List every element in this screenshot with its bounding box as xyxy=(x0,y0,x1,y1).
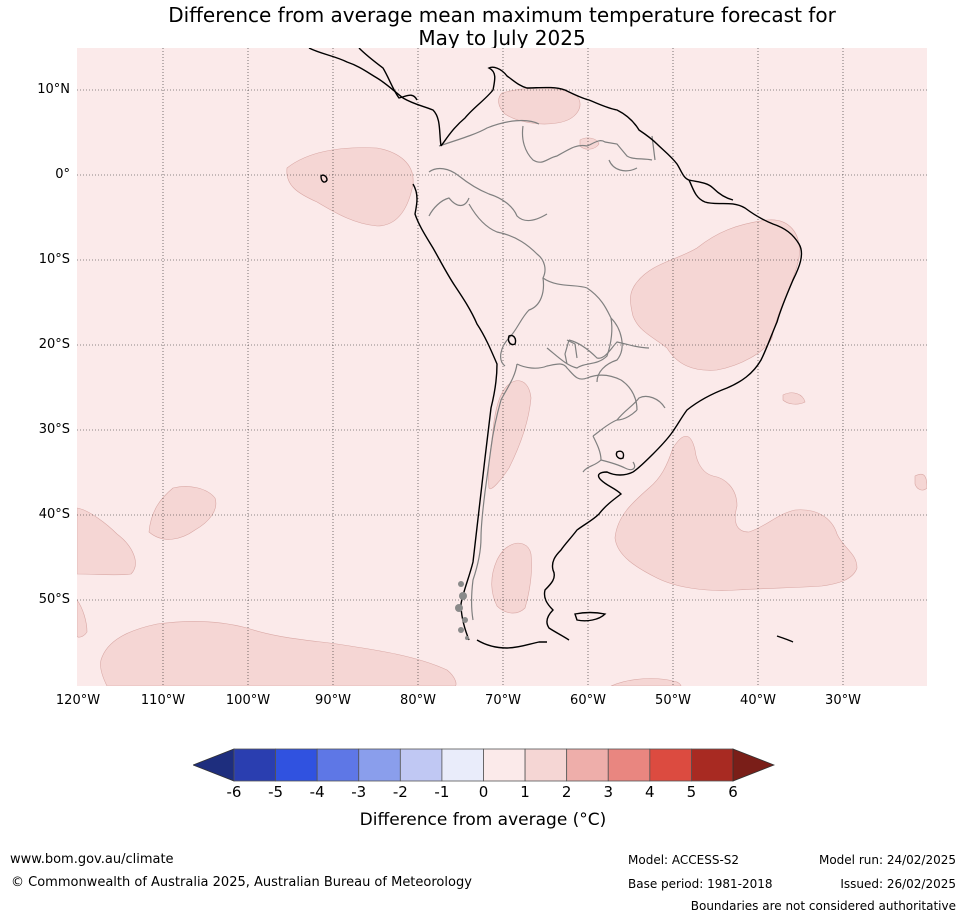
colorbar-cell xyxy=(691,748,734,782)
coastline-north-sa xyxy=(440,66,734,201)
anomaly-region-central-argentina xyxy=(488,380,532,490)
colorbar-tick-label: 6 xyxy=(728,783,738,801)
country-borders xyxy=(428,119,666,621)
colorbar-tick-label: -2 xyxy=(392,783,408,801)
colorbar-cell xyxy=(233,748,276,782)
colorbar-tick-label: -1 xyxy=(434,783,450,801)
colorbar-over-arrow xyxy=(732,748,775,782)
colorbar-tick-label: 3 xyxy=(603,783,614,801)
boundaries-disclaimer: Boundaries are not considered authoritat… xyxy=(690,899,956,913)
lon-label: 70°W xyxy=(485,693,521,708)
coastline-south-georgia xyxy=(776,635,794,643)
coastline-caribbean xyxy=(358,48,418,101)
colorbar-tick-label: 4 xyxy=(645,783,655,801)
colorbar xyxy=(193,748,775,782)
base-period: Base period: 1981-2018 xyxy=(628,877,773,891)
anomaly-region-small-atlantic xyxy=(782,392,806,405)
colorbar-tick-label: 5 xyxy=(686,783,697,801)
anomaly-region-patagonia xyxy=(491,542,532,614)
colorbar-label: Difference from average (°C) xyxy=(359,810,607,830)
forecast-map xyxy=(77,48,927,686)
lat-label: 30°S xyxy=(38,422,70,437)
anomaly-region-pacific-60s xyxy=(100,621,457,686)
coastline-rio-plata xyxy=(543,471,634,641)
colorbar-cell xyxy=(566,748,609,782)
anomaly-region-east-edge xyxy=(914,473,927,491)
colorbar-cell xyxy=(358,748,401,782)
colorbar-cell xyxy=(524,748,568,782)
copyright-notice: © Commonwealth of Australia 2025, Austra… xyxy=(11,875,472,890)
coastlines xyxy=(308,48,803,649)
lon-label: 80°W xyxy=(400,693,436,708)
colorbar-cell xyxy=(275,748,318,782)
colorbar-tick-label: 0 xyxy=(478,783,489,801)
anomaly-region-south-edge xyxy=(610,678,682,686)
lat-label: 10°N xyxy=(37,82,70,97)
lon-label: 50°W xyxy=(655,693,691,708)
colorbar-cell xyxy=(607,748,651,782)
anomaly-region-south-atlantic xyxy=(614,435,858,591)
colorbar-tick-label: -6 xyxy=(226,783,242,801)
lat-label: 10°S xyxy=(38,252,70,267)
lon-label: 90°W xyxy=(315,693,351,708)
anomaly-region-venezuela xyxy=(498,87,581,125)
anomaly-region-guyana xyxy=(579,137,600,150)
lon-label: 30°W xyxy=(825,693,861,708)
lon-label: 60°W xyxy=(570,693,606,708)
chart-title-line2: May to July 2025 xyxy=(418,26,586,50)
lon-label: 120°W xyxy=(55,693,101,708)
colorbar-cell xyxy=(483,748,526,782)
colorbar-cell xyxy=(316,748,360,782)
colorbar-cell xyxy=(441,748,484,782)
colorbar-tick-label: 2 xyxy=(561,783,572,801)
anomaly-region-pacific-corner xyxy=(77,599,88,638)
coastline-amazon xyxy=(632,179,803,473)
lon-label: 100°W xyxy=(225,693,271,708)
website-link[interactable]: www.bom.gov.au/climate xyxy=(10,852,174,867)
coastline-lake-titicaca xyxy=(507,334,517,346)
chart-title-line1: Difference from average mean maximum tem… xyxy=(168,3,836,27)
model-name: Model: ACCESS-S2 xyxy=(628,853,740,867)
chart-title: Difference from average mean maximum tem… xyxy=(77,4,927,50)
anomaly-region-pacific-40s xyxy=(148,486,217,540)
coastline-lagoa-mirim xyxy=(615,450,625,460)
coastline-central-america xyxy=(308,48,442,147)
anomaly-regions xyxy=(77,87,927,686)
lat-label: 40°S xyxy=(38,507,70,522)
colorbar-tick-label: -3 xyxy=(351,783,367,801)
colorbar-cell xyxy=(649,748,692,782)
coastline-galapagos xyxy=(320,174,328,183)
anomaly-region-pacific-west xyxy=(77,507,136,576)
issued-date: Issued: 26/02/2025 xyxy=(840,877,956,891)
lat-label: 50°S xyxy=(38,592,70,607)
lon-label: 40°W xyxy=(740,693,776,708)
coastline-pacific xyxy=(412,183,498,641)
map-canvas xyxy=(77,48,927,686)
coastline-tierra-fuego xyxy=(476,639,547,649)
lon-label: 110°W xyxy=(140,693,186,708)
anomaly-region-galapagos xyxy=(286,147,414,227)
colorbar-tick-label: -5 xyxy=(268,783,284,801)
chile-fjords xyxy=(455,581,469,640)
lat-label: 20°S xyxy=(38,337,70,352)
coastline-falklands xyxy=(574,611,607,622)
model-run: Model run: 24/02/2025 xyxy=(818,853,956,867)
colorbar-cell xyxy=(399,748,443,782)
gridlines xyxy=(77,48,927,686)
colorbar-under-arrow xyxy=(193,748,235,782)
anomaly-region-eastern-brazil xyxy=(630,219,800,371)
colorbar-cells xyxy=(233,748,734,782)
lat-label: 0° xyxy=(55,167,70,182)
colorbar-tick-label: -4 xyxy=(309,783,325,801)
colorbar-tick-label: 1 xyxy=(520,783,530,801)
